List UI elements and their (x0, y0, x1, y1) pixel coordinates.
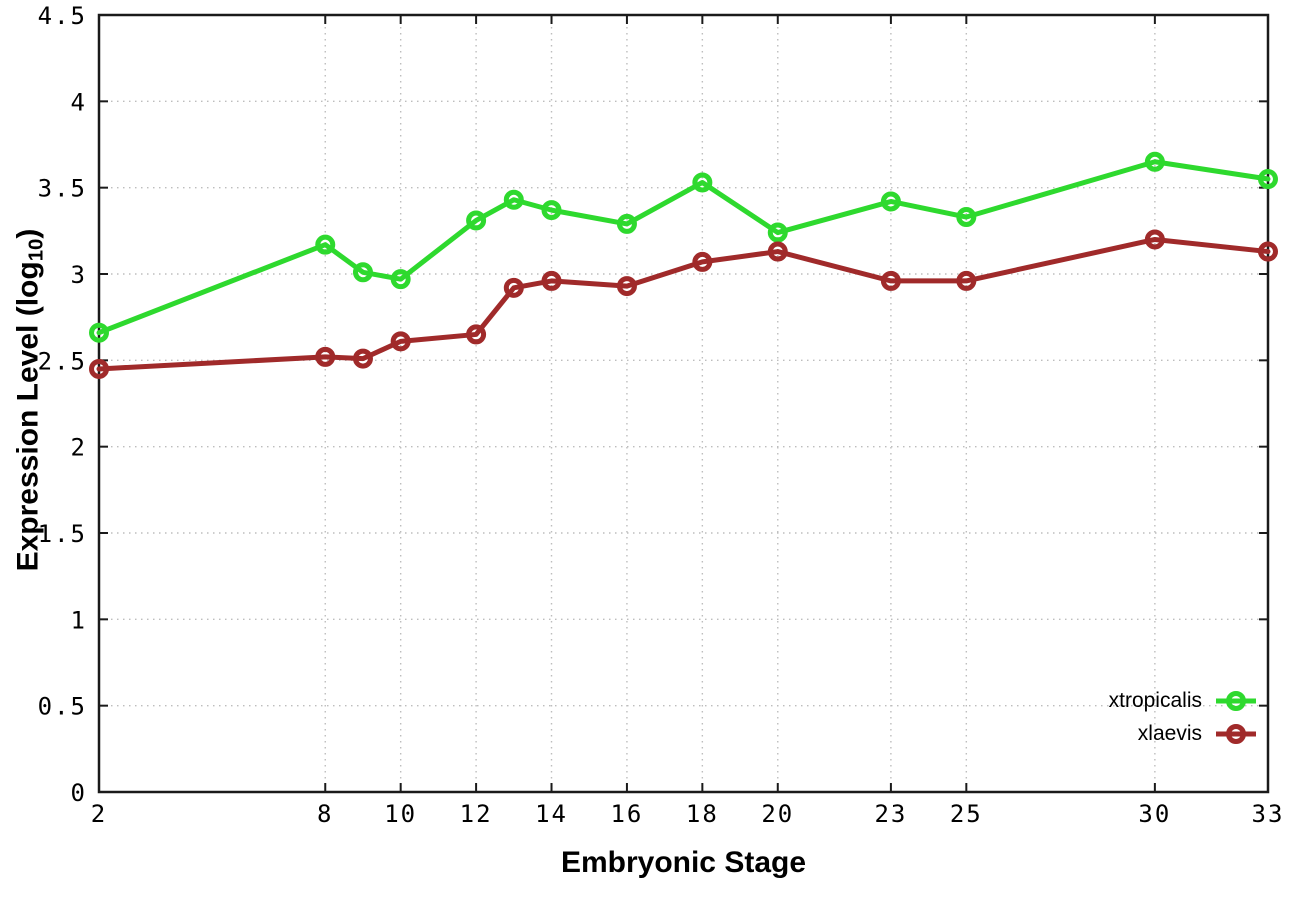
y-tick-label: 2.5 (38, 347, 87, 375)
data-point-xlaevis (692, 251, 713, 272)
data-point-xlaevis (767, 241, 788, 262)
y-axis-title-suffix: ) (11, 228, 45, 239)
legend-item-xlaevis: xlaevis (1109, 717, 1258, 750)
data-point-xtropicalis (390, 269, 411, 290)
data-point-xlaevis (616, 276, 637, 297)
y-axis-title-prefix: Expression Level (log (11, 261, 45, 572)
x-tick-label: 18 (686, 800, 719, 828)
data-point-xlaevis (1258, 241, 1278, 262)
x-axis-title: Embryonic Stage (560, 846, 807, 879)
legend-label: xtropicalis (1108, 689, 1202, 712)
data-point-xlaevis (89, 358, 109, 379)
x-tick-label: 12 (460, 800, 493, 828)
data-point-xtropicalis (466, 210, 487, 231)
legend-sample-point (1226, 723, 1246, 744)
y-tick-label: 3.5 (38, 175, 87, 203)
series-line-xlaevis (96, 236, 1271, 372)
data-point-xtropicalis (767, 222, 788, 243)
y-axis-title: Expression Level (log10) (11, 229, 48, 572)
data-point-xtropicalis (1144, 151, 1165, 172)
data-point-xlaevis (1144, 229, 1165, 250)
data-point-xlaevis (352, 348, 373, 369)
legend-label: xlaevis (1137, 722, 1202, 745)
y-tick-label: 1 (71, 606, 87, 634)
legend-marker-icon (1216, 723, 1256, 744)
x-tick-label: 20 (761, 800, 794, 828)
legend-sample-point (1226, 690, 1246, 711)
legend-marker-icon (1216, 690, 1256, 711)
data-point-xlaevis (466, 324, 487, 345)
x-tick-label: 10 (384, 800, 417, 828)
x-tick-label: 8 (317, 800, 333, 828)
x-tick-label: 23 (874, 800, 907, 828)
data-point-xtropicalis (880, 191, 901, 212)
legend-item-xtropicalis: xtropicalis (1109, 684, 1258, 717)
data-point-xtropicalis (352, 262, 373, 283)
data-point-xtropicalis (315, 234, 336, 255)
data-point-xtropicalis (956, 207, 977, 228)
data-point-xtropicalis (503, 189, 524, 210)
x-tick-label: 33 (1252, 800, 1285, 828)
y-axis-title-subscript: 10 (25, 238, 48, 262)
data-point-xlaevis (390, 331, 411, 352)
y-tick-label: 0.5 (38, 693, 87, 721)
data-point-xlaevis (541, 270, 562, 291)
data-point-xtropicalis (616, 213, 637, 234)
y-tick-label: 4 (71, 88, 87, 116)
data-point-xtropicalis (89, 322, 109, 343)
x-tick-label: 16 (610, 800, 643, 828)
plot-border (97, 13, 1270, 794)
legend: xtropicalis xlaevis (1109, 684, 1258, 750)
data-point-xlaevis (315, 346, 336, 367)
y-tick-label: 2 (71, 434, 87, 462)
y-tick-label: 0 (71, 779, 87, 807)
data-point-xlaevis (880, 270, 901, 291)
x-tick-label: 30 (1138, 800, 1171, 828)
data-point-xtropicalis (692, 172, 713, 193)
data-point-xtropicalis (1258, 169, 1278, 190)
y-tick-label: 1.5 (38, 520, 87, 548)
x-tick-label: 14 (535, 800, 568, 828)
x-tick-label: 2 (91, 800, 107, 828)
y-tick-label: 4.5 (38, 2, 87, 30)
data-point-xlaevis (956, 270, 977, 291)
data-point-xtropicalis (541, 200, 562, 221)
data-point-xlaevis (503, 277, 524, 298)
y-tick-label: 3 (71, 261, 87, 289)
x-tick-label: 25 (950, 800, 983, 828)
